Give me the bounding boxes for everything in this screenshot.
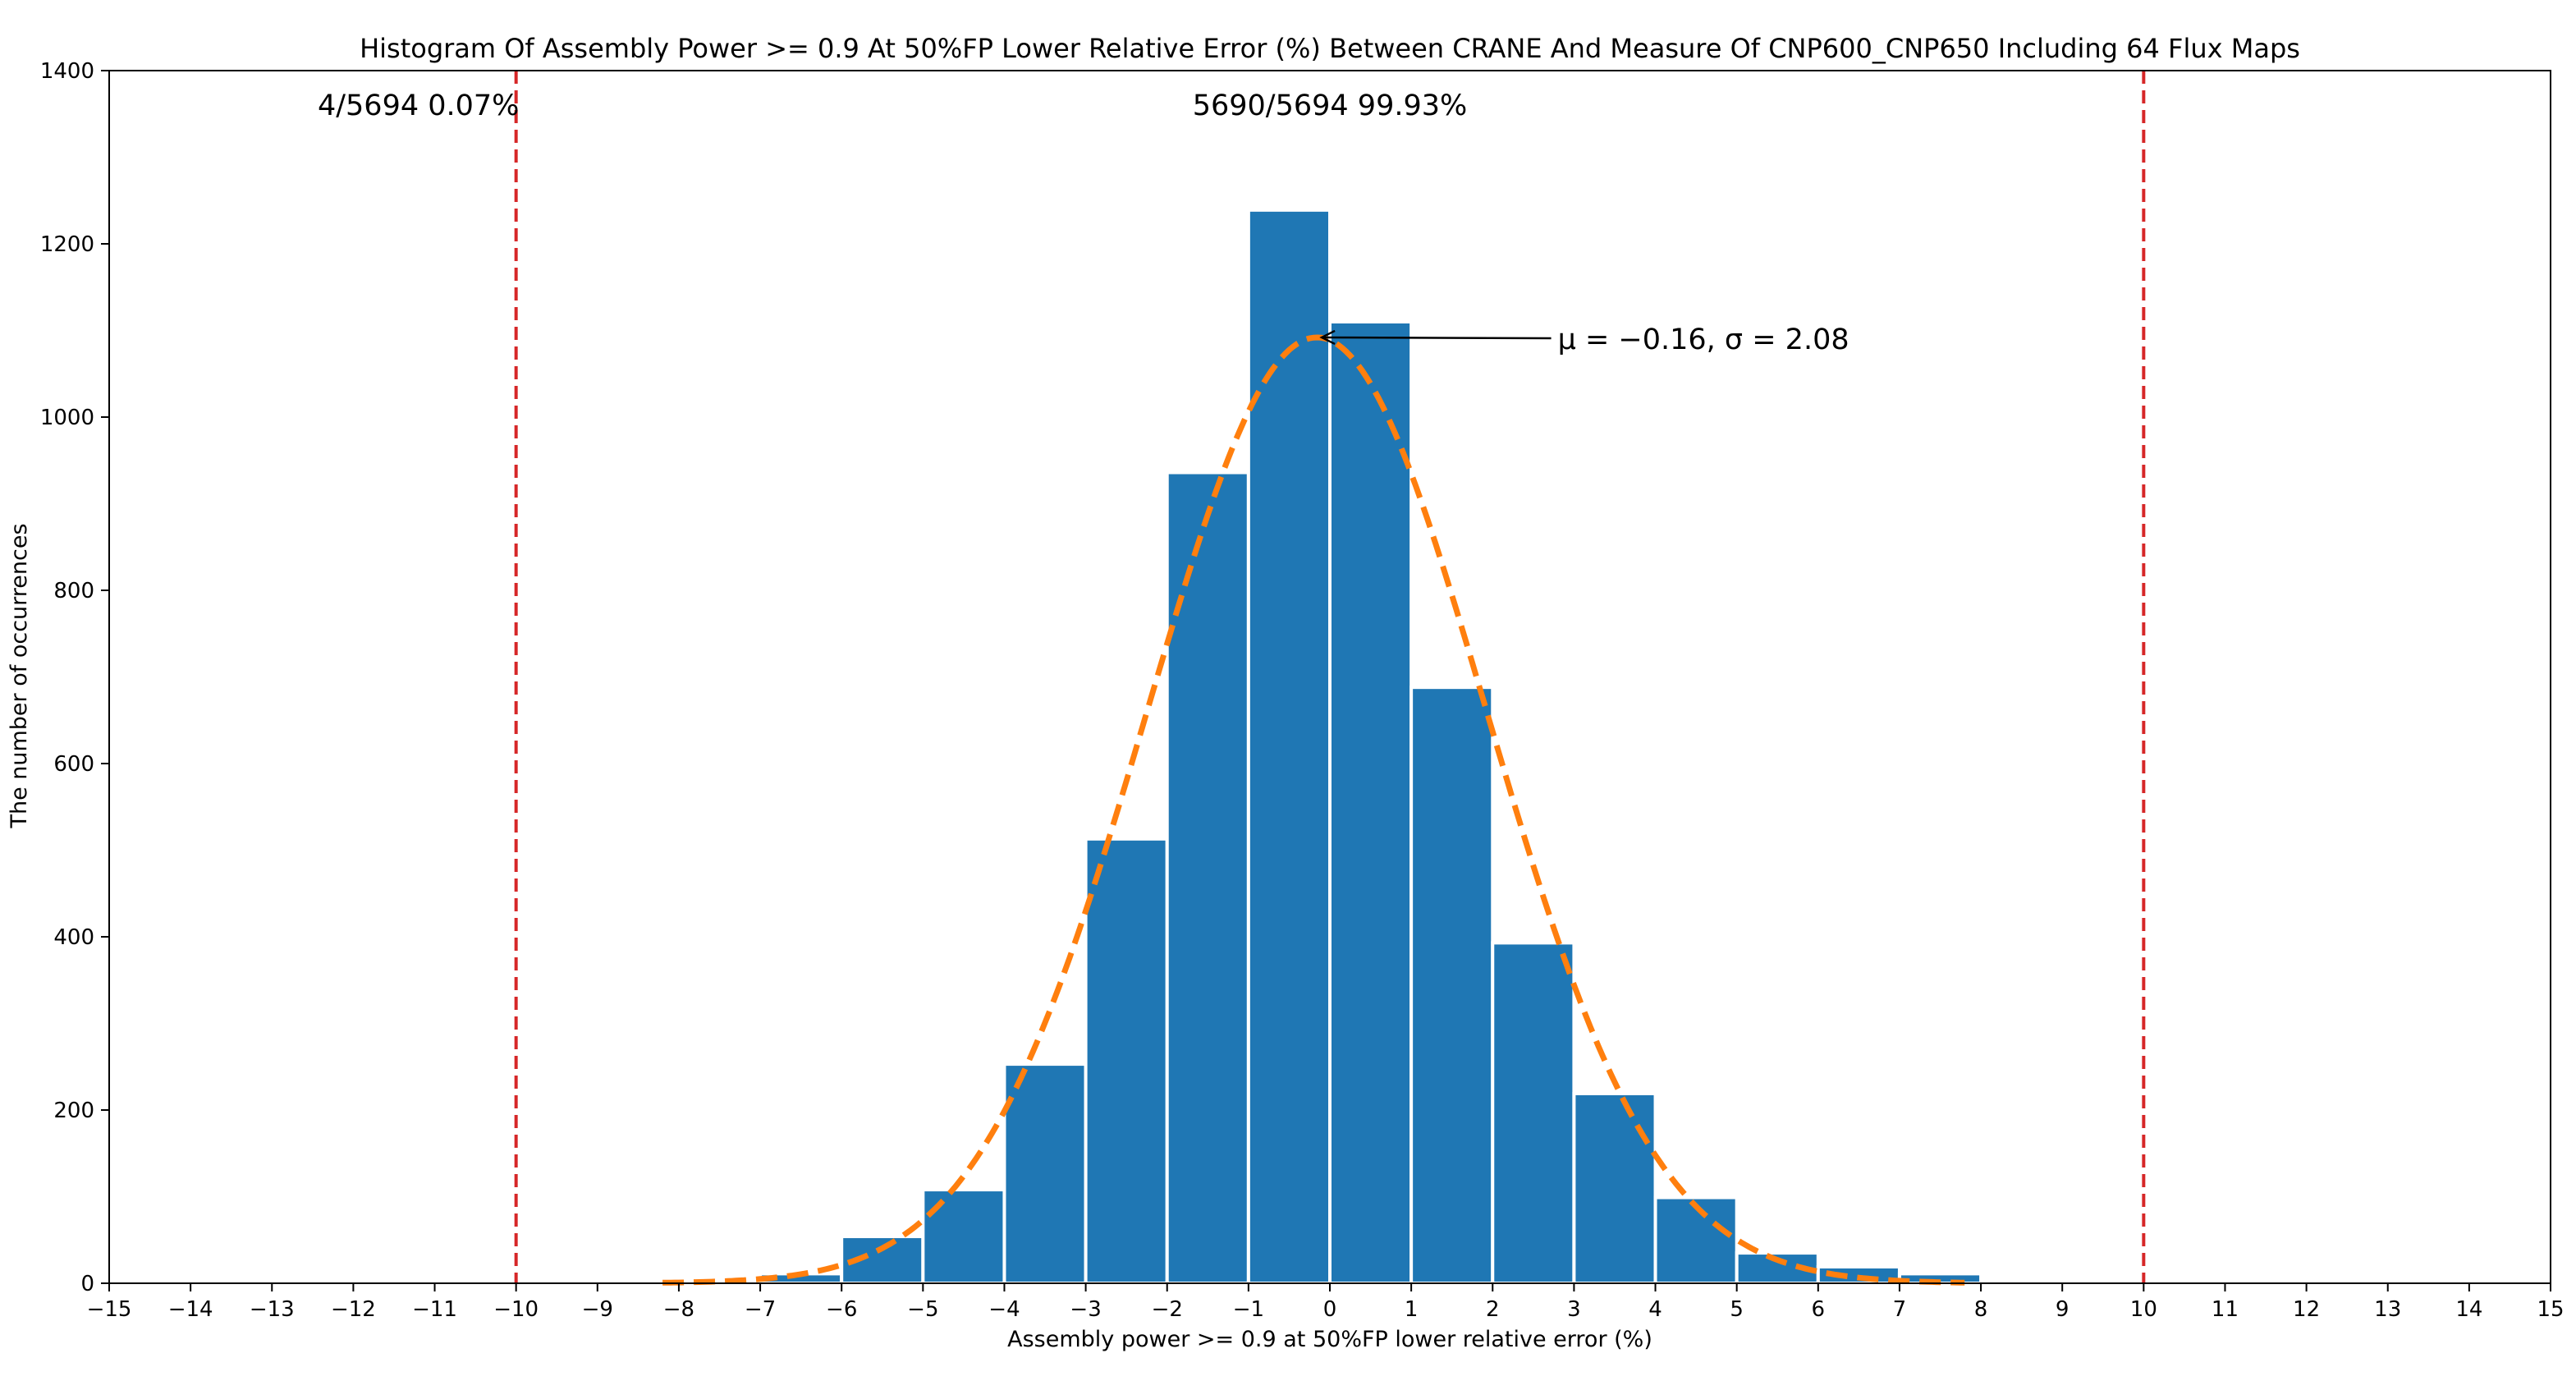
x-tick-label-28: 13 [2374, 1297, 2401, 1322]
x-tick-label-14: −1 [1233, 1297, 1264, 1322]
x-tick-label-15: 0 [1323, 1297, 1337, 1322]
x-tick-label-22: 7 [1893, 1297, 1907, 1322]
x-tick-label-13: −2 [1152, 1297, 1183, 1322]
x-tick-label-16: 1 [1405, 1297, 1419, 1322]
x-tick-label-7: −8 [663, 1297, 694, 1322]
chart-title: Histogram Of Assembly Power >= 0.9 At 50… [360, 33, 2300, 64]
y-tick-label-0: 0 [80, 1272, 94, 1296]
x-tick-label-18: 3 [1567, 1297, 1581, 1322]
x-tick-label-27: 12 [2293, 1297, 2320, 1322]
annotation-2: μ = −0.16, σ = 2.08 [1558, 323, 1849, 356]
histogram-bar-11 [1491, 941, 1576, 1285]
histogram-bar-7 [1165, 470, 1250, 1285]
histogram-bar-6 [1084, 837, 1169, 1285]
x-tick-label-25: 10 [2130, 1297, 2157, 1322]
x-tick-label-5: −10 [493, 1297, 539, 1322]
x-tick-label-1: −14 [168, 1297, 213, 1322]
histogram-bar-4 [921, 1188, 1006, 1286]
histogram-bar-5 [1002, 1062, 1088, 1285]
x-tick-label-11: −4 [988, 1297, 1020, 1322]
y-tick-label-1: 200 [53, 1099, 94, 1123]
x-tick-label-29: 14 [2455, 1297, 2482, 1322]
annotation-arrow-line [1322, 336, 1552, 340]
x-tick-label-10: −5 [907, 1297, 938, 1322]
x-tick-label-8: −7 [745, 1297, 776, 1322]
y-tick-label-5: 1000 [40, 406, 94, 430]
x-tick-label-30: 15 [2537, 1297, 2564, 1322]
x-tick-label-24: 9 [2056, 1297, 2070, 1322]
y-tick-label-6: 1200 [40, 232, 94, 257]
histogram-bar-8 [1246, 208, 1332, 1286]
x-axis-ticks: −15 −14 −13 −12 −11 −10 −9 −8 −7 −6 −5 −4 −3 −2 −1 0 1 2 3… [87, 1283, 2565, 1322]
x-tick-label-26: 11 [2212, 1297, 2239, 1322]
y-tick-label-2: 400 [53, 925, 94, 950]
x-tick-label-21: 6 [1812, 1297, 1826, 1322]
y-tick-label-4: 800 [53, 579, 94, 603]
annotations-group: 4/5694 0.07% 5690/5694 99.93% μ = −0.16, σ… [318, 89, 1849, 356]
annotation-1: 5690/5694 99.93% [1193, 89, 1468, 122]
y-axis-label: The number of occurrences [7, 523, 32, 828]
x-tick-label-19: 4 [1648, 1297, 1662, 1322]
x-tick-label-17: 2 [1486, 1297, 1500, 1322]
annotation-0: 4/5694 0.07% [318, 89, 519, 122]
x-tick-label-12: −3 [1070, 1297, 1101, 1322]
x-tick-label-23: 8 [1974, 1297, 1988, 1322]
y-tick-label-7: 1400 [40, 59, 94, 84]
y-axis-ticks: 0 200 400 600 800 1000 1200 1400 [40, 59, 109, 1296]
x-tick-label-20: 5 [1730, 1297, 1744, 1322]
histogram-bar-10 [1409, 686, 1495, 1285]
x-axis-label: Assembly power >= 0.9 at 50%FP lower rel… [1007, 1327, 1652, 1352]
x-tick-label-3: −12 [331, 1297, 376, 1322]
histogram-bar-12 [1572, 1091, 1657, 1285]
x-tick-label-9: −6 [826, 1297, 857, 1322]
x-tick-label-6: −9 [582, 1297, 613, 1322]
x-tick-label-4: −11 [412, 1297, 457, 1322]
bars-group [270, 208, 1983, 1286]
x-tick-label-2: −13 [250, 1297, 295, 1322]
limit-lines-group [514, 71, 2146, 1283]
fit-curve-group [662, 334, 1965, 1286]
annotation-arrow-head [1319, 329, 1336, 346]
y-tick-label-3: 600 [53, 752, 94, 777]
histogram-bar-9 [1328, 319, 1414, 1286]
normal-fit-curve [662, 334, 1965, 1286]
x-tick-label-0: −15 [87, 1297, 132, 1322]
